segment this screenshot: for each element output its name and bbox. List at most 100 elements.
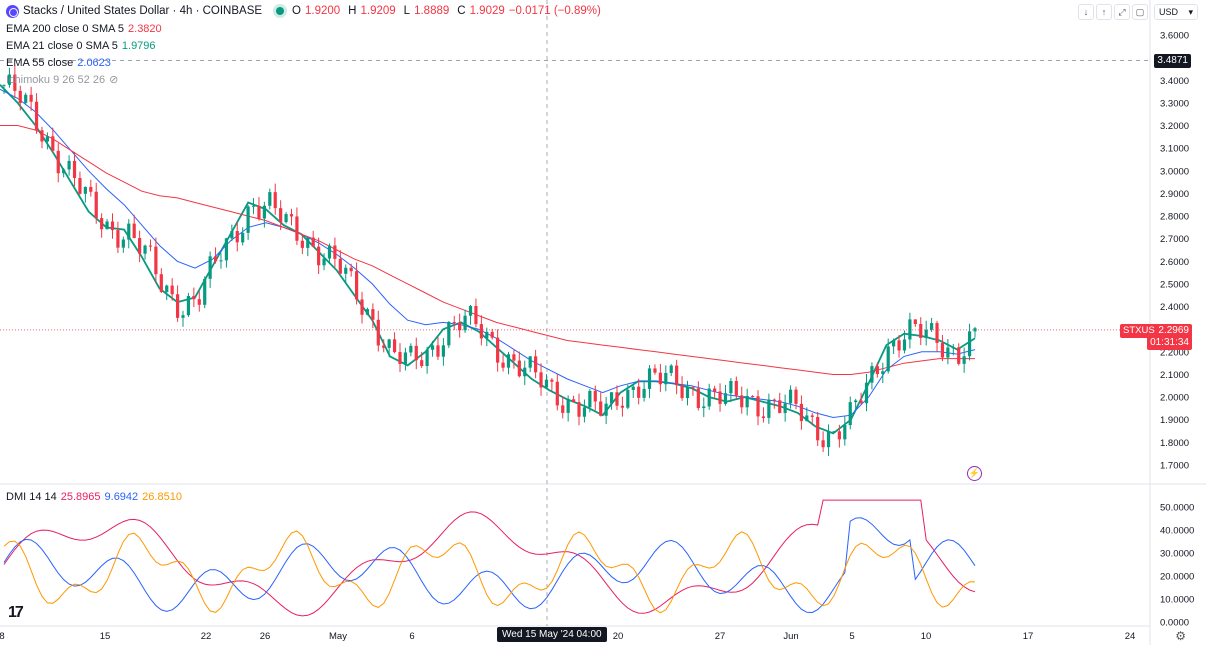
tradingview-logo[interactable]: 17 [8, 604, 24, 621]
time-tick-label: Jun [783, 631, 798, 642]
candle-body [235, 231, 239, 243]
dmi-adx-value: 25.8965 [60, 491, 101, 503]
candle-body [344, 267, 348, 274]
candle-body [387, 339, 391, 348]
candle-body [40, 130, 44, 142]
candle-body [843, 425, 847, 440]
eye-hidden-icon[interactable]: ⊘ [109, 74, 119, 86]
candle-body [723, 393, 728, 404]
symbol-header: Stacks / United States Dollar · 4h · COI… [6, 4, 605, 18]
candle-body [881, 371, 885, 375]
candle-body [816, 416, 820, 441]
candle-body [279, 208, 283, 223]
price-tick-label: 2.4000 [1160, 302, 1189, 313]
symbol-title[interactable]: Stacks / United States Dollar · 4h · COI… [23, 5, 263, 17]
candle-body [138, 237, 142, 254]
candle-body [615, 392, 619, 406]
candle-body [300, 240, 304, 248]
candle-body [72, 160, 77, 179]
candle-body [121, 239, 125, 248]
currency-select[interactable]: USD ▾ [1154, 4, 1198, 20]
dmi-legend[interactable]: DMI 14 14 25.8965 9.6942 26.8510 [6, 490, 186, 504]
candle-body [859, 400, 863, 404]
time-tick-label: 8 [0, 631, 5, 642]
candle-body [268, 192, 272, 206]
candle-body [311, 237, 315, 247]
candle-body [713, 388, 717, 392]
candle-body [626, 389, 630, 408]
candle-body [354, 271, 359, 300]
candle-body [593, 390, 597, 402]
candle-body [241, 232, 245, 243]
candle-body [582, 407, 587, 417]
candle-body [490, 331, 494, 338]
ohlc-open: 1.9200 [304, 5, 341, 17]
candle-body [392, 339, 397, 353]
candle-body [718, 391, 722, 404]
time-tick-label: May [329, 631, 347, 642]
candle-body [159, 274, 163, 292]
candle-body [935, 323, 939, 343]
candle-body [669, 365, 673, 373]
ohlc-open-label: O [292, 5, 301, 17]
scroll-up-icon[interactable]: ↑ [1096, 4, 1112, 20]
indicator-ema200-value: 2.3820 [128, 23, 162, 35]
candle-body [306, 237, 310, 248]
candle-body [317, 246, 321, 266]
candle-body [327, 245, 332, 259]
candle-body [539, 372, 543, 388]
candle-body [251, 205, 256, 207]
candle-body [398, 352, 402, 365]
candle-body [365, 309, 370, 315]
candle-body [685, 387, 690, 399]
restore-icon[interactable]: ⤢ [1114, 4, 1130, 20]
candle-body [534, 356, 538, 373]
candle-body [452, 321, 456, 323]
candle-body [479, 324, 483, 339]
candle-body [609, 392, 614, 404]
candle-body [148, 245, 153, 247]
candle-body [750, 396, 755, 398]
candle-body [430, 345, 435, 350]
candle-body [468, 305, 473, 316]
time-tick-label: 26 [260, 631, 271, 642]
candle-body [550, 379, 554, 382]
dmi-tick-label: 30.0000 [1160, 549, 1194, 560]
candle-body [832, 431, 836, 433]
crosshair-time-tag: Wed 15 May '24 04:00 [497, 627, 607, 642]
candle-body [284, 214, 288, 223]
candle-body [230, 231, 234, 239]
time-tick-label: 24 [1125, 631, 1136, 642]
indicator-ema55[interactable]: EMA 55 close 2.0623 [6, 56, 115, 70]
maximize-icon[interactable]: ▢ [1132, 4, 1148, 20]
dmi-label: DMI 14 14 [6, 491, 57, 503]
indicator-ema200[interactable]: EMA 200 close 0 SMA 5 2.3820 [6, 22, 166, 36]
lightning-icon[interactable]: ⚡ [967, 466, 982, 481]
price-tick-label: 2.0000 [1160, 393, 1189, 404]
indicator-ichimoku[interactable]: Ichimoku 9 26 52 26 ⊘ [6, 73, 122, 87]
candle-body [940, 342, 945, 358]
candle-body [653, 368, 657, 373]
candle-body [127, 223, 131, 240]
scroll-down-icon[interactable]: ↓ [1078, 4, 1094, 20]
candle-body [821, 440, 825, 448]
candles-group [2, 65, 977, 457]
dmi-tick-label: 40.0000 [1160, 526, 1194, 537]
candle-body [571, 399, 576, 403]
gear-icon[interactable]: ⚙ [1175, 629, 1186, 643]
price-tick-label: 2.2000 [1160, 347, 1189, 358]
candle-body [458, 322, 462, 331]
candle-body [474, 305, 478, 325]
candle-body [837, 431, 841, 440]
candle-body [561, 405, 565, 413]
price-tick-label: 2.5000 [1160, 279, 1189, 290]
candle-body [691, 387, 695, 389]
countdown-tag: 01:31:34 [1147, 336, 1192, 350]
candle-body [436, 345, 440, 357]
candle-body [794, 389, 798, 404]
candle-body [165, 285, 169, 292]
ema-line-ema200 [0, 125, 975, 375]
ohlc-low: 1.8889 [414, 5, 450, 17]
indicator-ema21[interactable]: EMA 21 close 0 SMA 5 1.9796 [6, 39, 160, 53]
